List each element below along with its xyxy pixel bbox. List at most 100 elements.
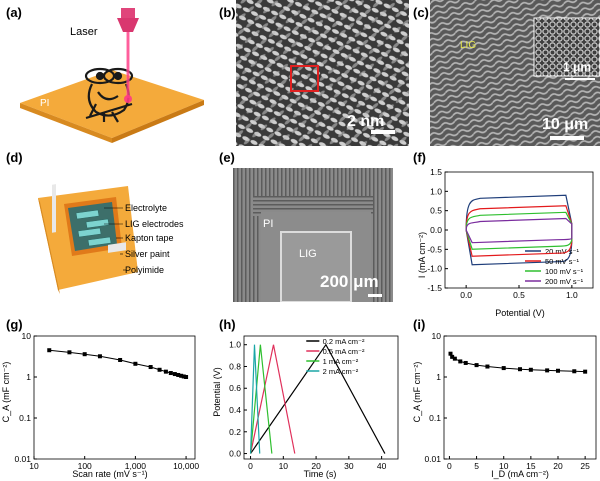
h-ytick-label: 0.2	[229, 427, 241, 437]
g-data-point	[82, 352, 87, 357]
h-xtick-label: 40	[377, 461, 387, 471]
g-data-point	[133, 361, 138, 366]
scan-rate-chart: C_A (mF cm⁻²) Scan rate (mV s⁻¹) 10 100 1,…	[1, 331, 199, 479]
pi-substrate-top	[20, 70, 204, 138]
panel-label-c: (c)	[413, 5, 429, 20]
panel-label-h: (h)	[219, 317, 236, 332]
i-xtick-label: 15	[526, 461, 536, 471]
i-ytick-label: 0.01	[424, 454, 441, 464]
g-ytick-label: 0.1	[19, 413, 31, 423]
i-ytick-label: 1	[436, 372, 441, 382]
g-ytick-label: 0.01	[14, 454, 31, 464]
gcd-curve	[250, 343, 386, 454]
panel-e-sem-image	[233, 168, 393, 302]
panel-label-f: (f)	[413, 150, 426, 165]
i-data-point	[545, 368, 550, 373]
panel-label-g: (g)	[6, 317, 23, 332]
g-data-point	[181, 374, 186, 379]
laser-beam	[126, 32, 130, 98]
highlight-box	[290, 65, 319, 92]
f-xtick-label: 1.0	[566, 290, 578, 300]
i-xtick-label: 25	[580, 461, 590, 471]
silver-paint-right	[108, 242, 126, 253]
f-ytick-label: 0.5	[430, 206, 442, 216]
g-frame	[33, 335, 196, 460]
laser-head-nozzle	[117, 18, 139, 32]
g-xlabel: Scan rate (mV s⁻¹)	[72, 469, 147, 479]
gcd-legend-label: 1 mA cm⁻²	[323, 357, 359, 366]
i-data-point	[583, 369, 588, 374]
panel-label-a: (a)	[6, 5, 22, 20]
i-data-point	[528, 367, 533, 372]
legend-electrolyte: Electrolyte	[125, 203, 167, 213]
h-xtick-label: 10	[279, 461, 289, 471]
gcd-legend-label: 2 mA cm⁻²	[323, 367, 359, 376]
g-data-point	[163, 369, 168, 374]
panel-c-sem-image	[430, 0, 600, 146]
h-ylabel: Potential (V)	[212, 367, 222, 417]
g-data-point	[157, 367, 162, 372]
h-xlabel: Time (s)	[304, 469, 337, 479]
h-ytick-label: 0.6	[229, 383, 241, 393]
i-data-point	[556, 368, 560, 373]
g-xtick-label: 10,000	[173, 461, 199, 471]
panel-a-illustration: Laser PI	[20, 8, 204, 143]
g-data-point	[148, 365, 153, 370]
g-data-point	[172, 372, 177, 377]
i-xlabel: I_D (mA cm⁻²)	[491, 469, 549, 479]
cv-legend-label: 100 mV s⁻¹	[545, 267, 584, 276]
inset-scale-label: 1 μm	[563, 60, 592, 74]
g-data-point	[176, 372, 181, 377]
i-data-point	[448, 351, 453, 356]
h-ytick-label: 0.4	[229, 405, 241, 415]
gcd-legend-label: 0.5 mA cm⁻²	[323, 347, 365, 356]
cv-chart: I (mA cm⁻²) Potential (V) 0.0 0.5 1.0 1.5 1.…	[417, 167, 594, 318]
g-xtick-label: 100	[78, 461, 92, 471]
i-data-point	[485, 364, 490, 369]
legend-kapton-tape: Kapton tape	[125, 233, 174, 243]
cv-legend-label: 50 mV s⁻¹	[545, 257, 579, 266]
laser-head-top	[121, 8, 135, 18]
cv-curve	[465, 217, 573, 244]
scale-bar-inset	[565, 78, 595, 80]
i-xtick-label: 20	[553, 461, 563, 471]
f-xlabel: Potential (V)	[495, 308, 545, 318]
i-data-point	[458, 359, 463, 364]
h-ytick-label: 1.0	[229, 340, 241, 350]
gcd-curve	[249, 344, 261, 454]
i-data-point	[452, 356, 457, 361]
gcd-chart: Potential (V) Time (s) 0 10 20 30 40 0.0 0.2 0.…	[212, 335, 399, 479]
i-frame	[443, 335, 597, 460]
g-xtick-label: 10	[29, 461, 39, 471]
scale-bar-e	[368, 294, 382, 297]
laser-label: Laser	[70, 26, 98, 38]
panel-label-e: (e)	[219, 150, 235, 165]
i-xtick-label: 5	[474, 461, 479, 471]
lig-region-label: LIG	[460, 40, 477, 51]
cv-legend-label: 20 mV s⁻¹	[545, 247, 579, 256]
f-ytick-label: -1.5	[427, 283, 442, 293]
g-ytick-label: 1	[26, 372, 31, 382]
gcd-legend-label: 0.2 mA cm⁻²	[323, 337, 365, 346]
panel-d-schematic: Electrolyte LIG electrodes Kapton tape S…	[38, 184, 184, 294]
lig-label: LIG	[299, 248, 317, 260]
g-data-point	[168, 371, 173, 376]
h-frame	[243, 335, 399, 460]
g-data-point	[47, 348, 52, 353]
inset-image	[533, 17, 600, 77]
i-data-point	[518, 367, 522, 372]
panel-label-i: (i)	[413, 317, 426, 332]
i-ylabel: C_A (mF cm⁻²)	[412, 362, 422, 423]
i-data-point	[463, 360, 468, 365]
i-ytick-label: 10	[432, 331, 442, 341]
f-ytick-label: 1.0	[430, 186, 442, 196]
g-ylabel: C_A (mF cm⁻²)	[1, 362, 11, 423]
f-xtick-label: 0.5	[513, 290, 525, 300]
g-data-point	[118, 357, 123, 362]
i-ytick-label: 0.1	[429, 413, 441, 423]
h-xtick-label: 30	[344, 461, 354, 471]
lig-finger	[280, 231, 352, 302]
g-ytick-label: 10	[22, 331, 32, 341]
f-ytick-label: -1.0	[427, 264, 442, 274]
laser-spot	[124, 95, 132, 103]
